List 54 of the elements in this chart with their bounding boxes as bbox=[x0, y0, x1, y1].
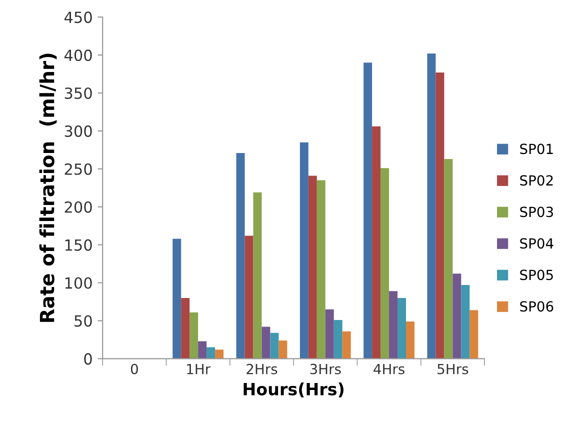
y-tick-label: 200 bbox=[64, 201, 92, 213]
bar bbox=[452, 274, 462, 359]
x-tick-label: 5Hrs bbox=[438, 364, 468, 374]
bar bbox=[172, 238, 182, 359]
x-tick-label: 3Hrs bbox=[310, 364, 341, 374]
bar bbox=[406, 321, 414, 359]
bar bbox=[308, 176, 317, 359]
y-tick-label: 350 bbox=[64, 87, 92, 100]
bar bbox=[389, 291, 398, 359]
bar bbox=[262, 326, 270, 359]
bar bbox=[300, 142, 308, 359]
y-tick-label: 0 bbox=[84, 353, 92, 365]
legend-label: SP01 bbox=[520, 144, 553, 154]
y-tick-label: 450 bbox=[64, 12, 92, 24]
x-tick-label: 0 bbox=[130, 364, 138, 374]
bar bbox=[398, 298, 406, 359]
y-axis-title: Rate of filtration (ml/hr) bbox=[39, 54, 57, 322]
y-tick-label: 250 bbox=[64, 163, 92, 175]
bar bbox=[325, 309, 334, 359]
bar bbox=[206, 347, 216, 359]
bar bbox=[253, 192, 262, 359]
y-tick-label: 100 bbox=[65, 277, 92, 289]
x-tick-label: 2Hrs bbox=[246, 364, 278, 374]
legend-label: SP06 bbox=[520, 301, 554, 312]
bar bbox=[436, 72, 444, 359]
bar bbox=[181, 298, 190, 359]
bar bbox=[470, 310, 478, 359]
bar bbox=[342, 331, 351, 359]
bar bbox=[364, 62, 372, 359]
bar bbox=[190, 312, 198, 359]
bar bbox=[380, 168, 390, 359]
bar bbox=[461, 285, 470, 359]
bar bbox=[244, 236, 254, 359]
x-axis-title: Hours(Hrs) bbox=[244, 382, 344, 398]
bar bbox=[372, 126, 381, 359]
legend-label: SP04 bbox=[520, 238, 554, 249]
legend-label: SP05 bbox=[520, 270, 553, 280]
y-tick-label: 50 bbox=[74, 315, 92, 327]
legend-label: SP03 bbox=[520, 206, 553, 218]
bar bbox=[236, 152, 245, 359]
bar bbox=[270, 332, 279, 359]
y-tick-label: 300 bbox=[64, 125, 92, 137]
bar bbox=[198, 341, 207, 359]
bar bbox=[215, 350, 224, 359]
y-tick-label: 400 bbox=[64, 50, 92, 62]
bar bbox=[278, 340, 288, 359]
bar bbox=[334, 320, 342, 359]
bar bbox=[316, 180, 326, 359]
bar bbox=[427, 54, 436, 359]
legend-label: SP02 bbox=[520, 175, 553, 186]
y-tick-label: 150 bbox=[65, 239, 92, 251]
x-tick-label: 1Hr bbox=[187, 364, 211, 374]
bar bbox=[444, 159, 453, 359]
x-tick-label: 4Hrs bbox=[374, 364, 404, 374]
